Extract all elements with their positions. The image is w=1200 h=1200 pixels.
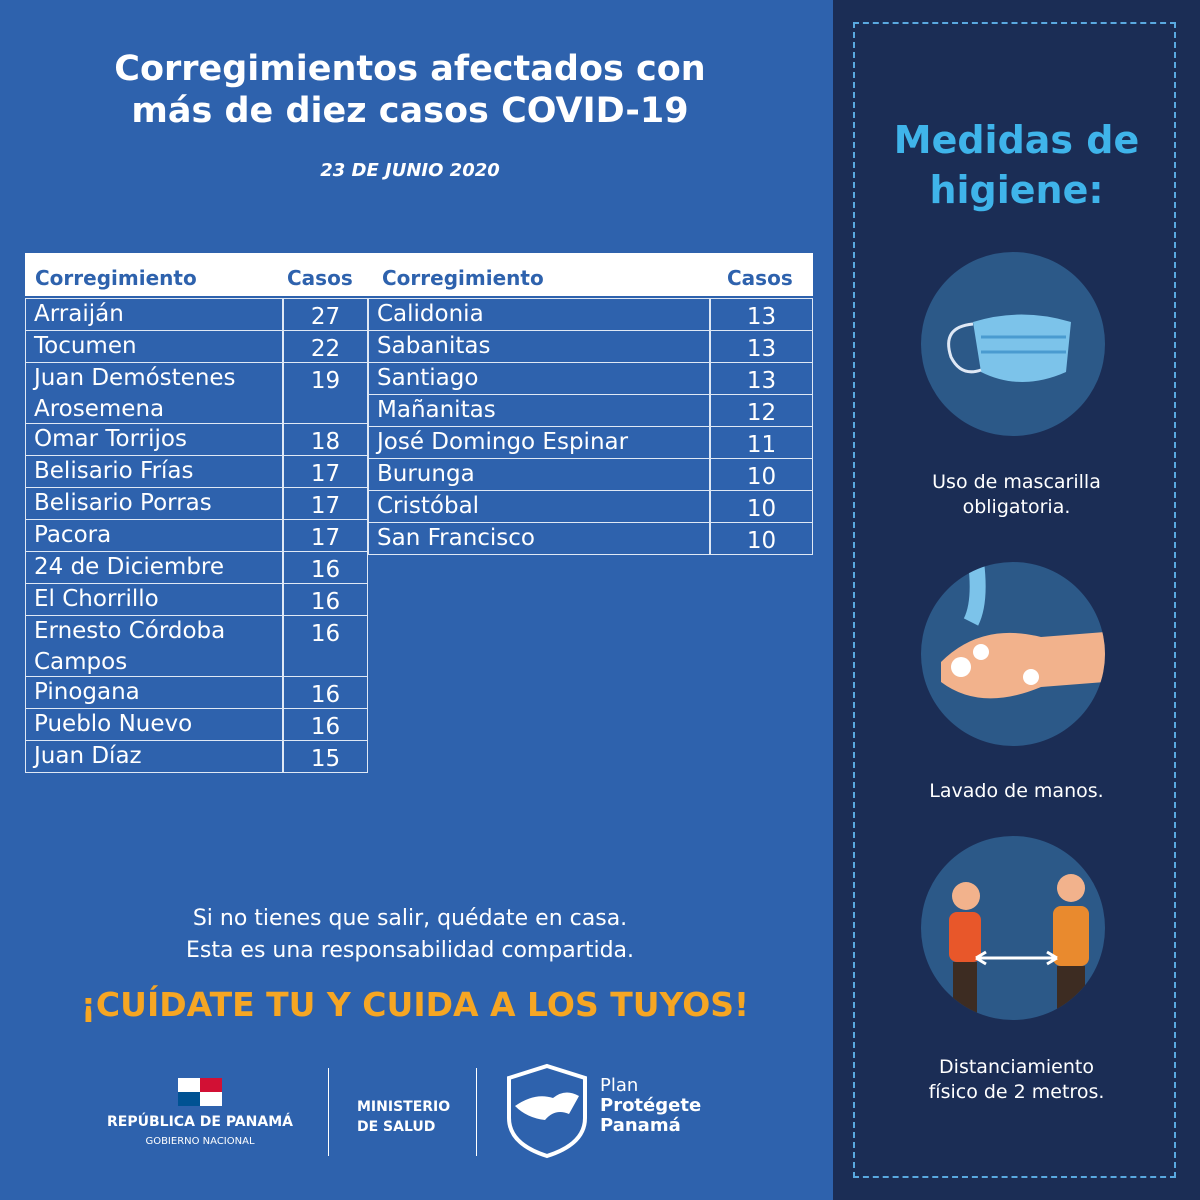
cases-cell: 16 — [283, 708, 368, 741]
place-cell: Omar Torrijos — [25, 423, 283, 456]
item-caption: Lavado de manos. — [833, 779, 1200, 804]
dashed-frame — [853, 22, 1176, 1178]
shield — [507, 1063, 587, 1159]
hygiene-title-line: Medidas de — [893, 118, 1140, 162]
place-cell: Arraiján — [25, 298, 283, 331]
hygiene-title: Medidas de higiene: — [833, 115, 1200, 215]
title-line: Corregimientos afectados con — [114, 49, 706, 89]
title-line: más de diez casos COVID-19 — [131, 91, 689, 131]
column-header: Corregimiento — [382, 266, 544, 290]
caption-line: Lavado de manos. — [929, 780, 1104, 802]
divider — [476, 1068, 477, 1156]
cases-cell: 17 — [283, 455, 368, 488]
cases-cell: 17 — [283, 487, 368, 520]
plan-line: Panamá — [600, 1115, 681, 1136]
cases-cell: 10 — [710, 490, 813, 523]
caption-line: Uso de mascarilla — [932, 471, 1101, 493]
place-cell: Calidonia — [368, 298, 710, 331]
place-cell: Burunga — [368, 458, 710, 491]
place-cell: Cristóbal — [368, 490, 710, 523]
ministry-line: MINISTERIO — [357, 1099, 451, 1115]
divider — [328, 1068, 329, 1156]
cases-cell: 10 — [710, 458, 813, 491]
cases-cell: 16 — [283, 551, 368, 584]
cases-cell: 16 — [283, 583, 368, 616]
date: 23 DE JUNIO 2020 — [320, 160, 500, 181]
government: GOBIERNO NACIONAL — [145, 1136, 255, 1147]
table-header — [25, 253, 813, 296]
place-cell: Tocumen — [25, 330, 283, 363]
ministry: MINISTERIO DE SALUD — [357, 1097, 450, 1137]
cases-cell: 15 — [283, 740, 368, 773]
item-caption: Distanciamiento físico de 2 metros. — [833, 1055, 1200, 1105]
cases-cell: 13 — [710, 362, 813, 395]
place-cell: Sabanitas — [368, 330, 710, 363]
plan-line: Plan — [600, 1075, 639, 1096]
caption-line: obligatoria. — [962, 496, 1071, 518]
cases-cell: 16 — [283, 615, 368, 677]
title: Corregimientos afectados con más de diez… — [0, 48, 820, 132]
place-cell: San Francisco — [368, 522, 710, 555]
place-cell: Pinogana — [25, 676, 283, 709]
place-cell: Juan Demóstenes Arosemena — [25, 362, 283, 424]
slogan: ¡CUÍDATE TU Y CUIDA A LOS TUYOS! — [80, 985, 750, 1024]
cases-cell: 18 — [283, 423, 368, 456]
plan-line: Protégete — [600, 1095, 702, 1116]
place-cell: Pueblo Nuevo — [25, 708, 283, 741]
cases-cell: 10 — [710, 522, 813, 555]
place-cell: Pacora — [25, 519, 283, 552]
cases-cell: 16 — [283, 676, 368, 709]
place-cell: Belisario Frías — [25, 455, 283, 488]
message-line: Si no tienes que salir, quédate en casa. — [192, 906, 628, 931]
cases-cell: 22 — [283, 330, 368, 363]
column-header: Casos — [727, 266, 793, 290]
cases-cell: 13 — [710, 298, 813, 331]
message-line: Esta es una responsabilidad compartida. — [185, 938, 635, 963]
place-cell: Mañanitas — [368, 394, 710, 427]
handwash-icon — [921, 562, 1105, 746]
cases-cell: 11 — [710, 426, 813, 459]
place-cell: Santiago — [368, 362, 710, 395]
place-cell: Juan Díaz — [25, 740, 283, 773]
cases-cell: 13 — [710, 330, 813, 363]
place-cell: Ernesto Córdoba Campos — [25, 615, 283, 677]
cases-cell: 27 — [283, 298, 368, 331]
place-cell: 24 de Diciembre — [25, 551, 283, 584]
flag — [178, 1078, 222, 1106]
place-cell: El Chorrillo — [25, 583, 283, 616]
cases-cell: 17 — [283, 519, 368, 552]
place-cell: Belisario Porras — [25, 487, 283, 520]
country: REPÚBLICA DE PANAMÁ — [107, 1114, 293, 1130]
column-header: Corregimiento — [35, 266, 197, 290]
column-header: Casos — [287, 266, 353, 290]
distance-icon — [921, 836, 1105, 1020]
ministry-line: DE SALUD — [357, 1119, 436, 1135]
caption-line: Distanciamiento — [939, 1056, 1094, 1078]
place-cell: José Domingo Espinar — [368, 426, 710, 459]
message: Si no tienes que salir, quédate en casa.… — [0, 903, 820, 967]
plan: Plan Protégete Panamá — [600, 1076, 701, 1136]
cases-cell: 19 — [283, 362, 368, 424]
mask-icon — [921, 252, 1105, 436]
caption-line: físico de 2 metros. — [928, 1081, 1105, 1103]
cases-cell: 12 — [710, 394, 813, 427]
item-caption: Uso de mascarilla obligatoria. — [833, 470, 1200, 520]
hygiene-title-line: higiene: — [929, 168, 1104, 212]
